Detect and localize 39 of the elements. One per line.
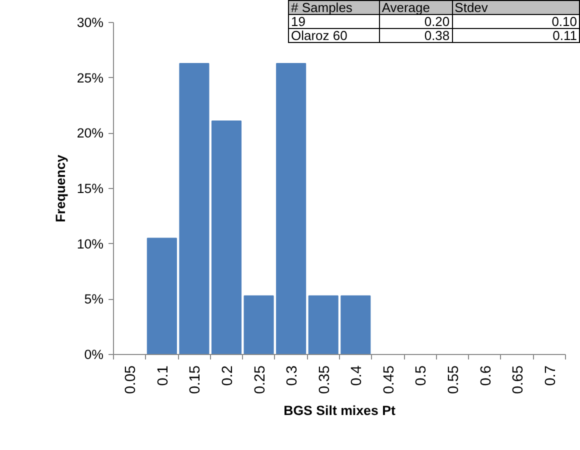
- bar: [276, 62, 306, 354]
- annotation: 0.38: [379, 28, 452, 43]
- bar: [244, 295, 274, 354]
- y-tick-label: 10%: [76, 236, 104, 252]
- y-tick-label: 20%: [76, 126, 104, 141]
- y-tick-label: 15%: [76, 181, 104, 196]
- text: # Samples: [291, 0, 352, 15]
- x-tick-label: 0.25: [252, 365, 268, 394]
- y-tick-label: 5%: [84, 292, 104, 307]
- x-tick-label: 0.6: [478, 366, 494, 386]
- x-tick-label: 0.45: [381, 365, 398, 394]
- bar: [146, 238, 177, 354]
- x-tick-label: 0.4: [349, 366, 366, 386]
- x-tick-label: 0.15: [188, 365, 204, 394]
- annotation: Olaroz 60: [288, 28, 380, 43]
- bar: [179, 62, 210, 354]
- x-tick-label: 0.05: [123, 365, 140, 394]
- x-tick-label: 0.5: [414, 366, 430, 386]
- x-tick-label: 0.35: [316, 365, 333, 394]
- x-tick-label: 0.1: [155, 366, 172, 386]
- bar: [211, 120, 242, 354]
- x-tick-label: 0.7: [542, 366, 559, 386]
- text: Stdev: [454, 0, 488, 15]
- x-tick-label: 0.55: [446, 365, 462, 394]
- y-tick-label: 0%: [84, 347, 104, 362]
- y-axis-title: Frequency: [52, 154, 68, 222]
- x-tick-label: 0.2: [220, 366, 236, 386]
- x-axis-title: BGS Silt mixes Pt: [284, 403, 396, 418]
- x-tick-label: 0.65: [510, 365, 527, 394]
- annotation: 19: [288, 14, 380, 29]
- x-tick-label: 0.3: [284, 366, 301, 386]
- bar: [340, 295, 371, 354]
- bar: [308, 295, 338, 354]
- text: Average: [382, 0, 430, 15]
- y-tick-label: 30%: [76, 15, 104, 30]
- annotation: 0.11: [452, 28, 580, 43]
- y-tick-label: 25%: [76, 70, 104, 86]
- annotation: 0.20: [379, 14, 452, 29]
- annotation: 0.10: [452, 14, 580, 29]
